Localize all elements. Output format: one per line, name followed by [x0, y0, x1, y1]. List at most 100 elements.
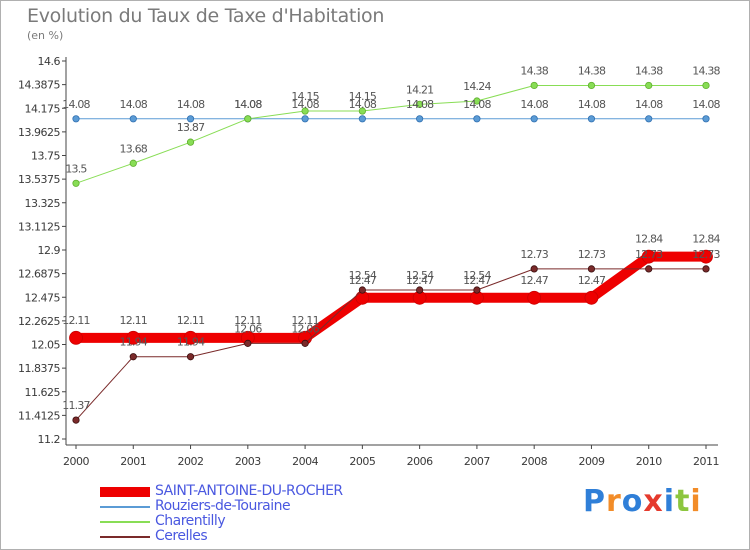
x-tick-label: 2003 [235, 455, 261, 468]
y-tick-label: 14.6 [38, 55, 61, 68]
data-point [129, 159, 137, 167]
chart-title: Evolution du Taux de Taxe d'Habitation [27, 5, 385, 27]
y-tick-label: 14.3875 [18, 79, 60, 92]
data-label: 12.11 [234, 314, 262, 327]
legend-swatch [100, 536, 150, 538]
data-label: 14.08 [578, 98, 606, 111]
data-label: 14.38 [692, 64, 720, 77]
data-label: 12.47 [463, 274, 491, 287]
series-lines [69, 81, 713, 424]
series-line-0 [76, 251, 706, 343]
data-point [129, 353, 137, 361]
data-label: 13.68 [120, 142, 148, 155]
data-point [69, 330, 83, 345]
data-label: 12.73 [578, 248, 606, 261]
data-label: 11.94 [120, 336, 148, 349]
x-tick-label: 2009 [578, 455, 604, 468]
data-label: 12.11 [120, 314, 148, 327]
chart-unit: (en %) [27, 29, 64, 42]
legend-label: Rouziers-de-Touraine [155, 498, 291, 514]
data-point [702, 115, 710, 123]
data-point [244, 339, 252, 347]
data-label: 12.54 [406, 269, 434, 282]
y-tick-label: 11.4125 [18, 409, 60, 422]
data-point [587, 115, 596, 123]
data-label: 13.5 [65, 162, 87, 175]
data-point [587, 81, 596, 90]
data-point [587, 265, 596, 273]
axes: 14.6 14.3875 14.175 13.9625 13.75 13.5375 13.3… [18, 55, 720, 468]
data-label: 12.54 [349, 269, 377, 282]
data-point [126, 330, 141, 345]
data-label: 14.08 [406, 98, 434, 111]
data-point [358, 286, 366, 294]
data-point [699, 249, 713, 264]
y-tick-label: 13.325 [25, 197, 61, 210]
y-tick-label: 13.9625 [18, 126, 60, 139]
logo-letter: x [643, 484, 664, 519]
data-label: 12.73 [520, 248, 548, 261]
logo-letter: i [690, 484, 702, 519]
legend-item: Cerelles [100, 528, 420, 544]
y-tick-label: 12.6875 [18, 268, 60, 281]
legend-label: Cerelles [155, 528, 208, 544]
data-label: 12.06 [291, 322, 319, 335]
data-label: 14.15 [349, 90, 377, 103]
data-label: 12.84 [692, 233, 720, 246]
data-label: 14.38 [520, 64, 548, 77]
data-label: 14.08 [234, 98, 262, 111]
data-point [186, 138, 195, 146]
data-label: 14.08 [692, 98, 720, 111]
data-label: 14.38 [578, 64, 606, 77]
data-point [584, 290, 599, 305]
data-label: 14.08 [463, 98, 491, 111]
data-point [530, 81, 538, 90]
x-tick-label: 2001 [120, 455, 146, 468]
y-tick-label: 12.475 [25, 291, 61, 304]
data-label: 14.38 [635, 64, 663, 77]
y-tick-label: 12.05 [31, 339, 60, 352]
x-tick-label: 2007 [464, 455, 490, 468]
data-point [416, 286, 424, 294]
data-point [530, 265, 538, 273]
x-tick-label: 2008 [521, 455, 547, 468]
legend-item: Rouziers-de-Touraine [100, 498, 420, 514]
data-label: 12.84 [635, 233, 663, 246]
data-label: 14.08 [635, 98, 663, 111]
data-point [72, 179, 80, 187]
legend-swatch [100, 521, 150, 523]
y-tick-label: 12.2625 [18, 315, 60, 328]
data-label: 12.11 [177, 314, 205, 327]
logo-letter: r [606, 484, 622, 519]
data-point [129, 115, 137, 123]
data-point [702, 265, 710, 273]
data-point [473, 97, 481, 105]
data-point [72, 416, 80, 424]
y-tick-label: 11.625 [25, 386, 61, 399]
data-point [183, 330, 198, 345]
data-label: 12.11 [62, 314, 90, 327]
x-tick-label: 2011 [693, 455, 719, 468]
data-label: 14.24 [463, 80, 491, 93]
legend-item: Charentilly [100, 513, 420, 529]
data-point [645, 265, 653, 273]
data-point [301, 115, 309, 123]
y-tick-label: 14.175 [25, 102, 61, 115]
data-label: 12.73 [692, 248, 720, 261]
y-tick-label: 13.75 [31, 150, 60, 163]
legend: SAINT-ANTOINE-DU-ROCHER Rouziers-de-Toura… [100, 483, 420, 544]
y-tick-label: 12.9 [38, 244, 61, 257]
data-point [358, 107, 366, 115]
data-label: 11.37 [62, 399, 90, 412]
data-point [301, 107, 309, 115]
data-point [530, 115, 538, 123]
y-tick-label: 11.2 [38, 433, 61, 446]
legend-label: Charentilly [155, 513, 226, 529]
series-line-3 [75, 268, 706, 421]
data-point [416, 115, 424, 123]
y-tick-label: 13.5375 [18, 173, 60, 186]
data-label: 14.08 [291, 98, 319, 111]
logo-letter: o [621, 484, 644, 519]
data-point [244, 115, 252, 123]
